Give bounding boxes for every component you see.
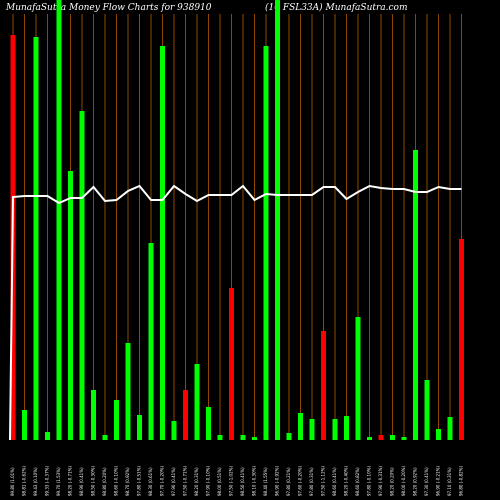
x-tick-label: 96.90 (-0.21%)	[436, 466, 441, 496]
x-tick-label: 98.60 (0.82%)	[355, 467, 360, 496]
x-tick-label: 98.90 (0.41%)	[79, 467, 84, 496]
x-tick-label: 97.90 (0.41%)	[171, 467, 176, 496]
bar	[194, 364, 200, 440]
bar	[33, 37, 39, 440]
bar	[56, 0, 62, 440]
bar	[240, 435, 246, 440]
x-tick-label: 97.90 (-0.10%)	[206, 466, 211, 496]
bar	[424, 380, 430, 440]
x-tick-label: 98.80 (0.20%)	[102, 467, 107, 496]
bar	[355, 317, 361, 440]
x-tick-label: 98.00 (0.51%)	[217, 467, 222, 496]
bar	[91, 390, 96, 440]
x-tick-label: 97.70 (-0.20%)	[160, 466, 165, 496]
x-tick-label: 97.80 (-0.10%)	[367, 466, 372, 496]
x-tick-label: 97.50 (-0.71%)	[183, 466, 188, 496]
x-tick-label: 98.20 (-0.40%)	[344, 466, 349, 496]
bar	[68, 171, 73, 440]
bar	[401, 437, 407, 440]
bar	[332, 419, 338, 440]
x-tick-label: 98.60 (0.41%)	[332, 467, 337, 496]
bar	[309, 419, 315, 440]
x-tick-label: 98.20 (-0.71%)	[68, 466, 73, 496]
x-tick-label: 99.80 (1.01%)	[10, 467, 15, 496]
bar	[148, 243, 154, 440]
x-tick-label: 97.80 (-0.51%)	[137, 466, 142, 496]
bar	[137, 415, 142, 440]
bar	[263, 46, 269, 440]
x-tick-label: 96.90 (-0.92%)	[275, 466, 280, 496]
bar	[413, 150, 418, 440]
x-tick-label: 99.43 (0.10%)	[33, 467, 38, 496]
bar	[79, 111, 85, 440]
bar	[286, 433, 292, 440]
x-tick-label: 98.10 (-0.30%)	[252, 466, 257, 496]
x-tick-label: 98.20 (0.31%)	[194, 467, 199, 496]
bar	[45, 432, 50, 440]
x-tick-label: 98.60 (-0.10%)	[114, 466, 119, 496]
x-tick-label: 98.20 (0.20%)	[390, 467, 395, 496]
chart-title: MunafaSutra Money Flow Charts for 938910	[5, 3, 212, 13]
bar	[114, 400, 119, 440]
x-tick-label: 98.40 (1.55%)	[263, 467, 268, 496]
x-tick-label: 98.70 (0.92%)	[125, 467, 130, 496]
x-tick-label: 99.70 (1.53%)	[56, 467, 61, 496]
bar	[229, 288, 234, 440]
bar	[459, 239, 464, 440]
x-tick-label: 98.50 (0.41%)	[240, 467, 245, 496]
bar	[22, 410, 27, 440]
x-tick-label: 97.80 (0.21%)	[286, 467, 291, 496]
bar	[183, 390, 188, 440]
bar	[160, 46, 165, 440]
x-tick-label: 98.00 (-0.20%)	[401, 466, 406, 496]
x-tick-label: 97.50 (-1.02%)	[229, 466, 234, 496]
bar	[275, 0, 280, 440]
chart-subtitle: (10 FSL33A) MunafaSutra.com	[265, 2, 408, 13]
bar	[125, 343, 131, 440]
x-tick-label: 98.30 (0.61%)	[148, 467, 153, 496]
bar	[298, 413, 303, 440]
x-tick-label: 98.50 (-0.30%)	[91, 466, 96, 496]
bar	[436, 429, 441, 440]
bar	[390, 435, 395, 440]
x-tick-label: 97.10 (0.31%)	[447, 467, 452, 496]
x-tick-label: 98.20 (0.92%)	[413, 467, 418, 496]
x-tick-label: 96.80 (-0.82%)	[459, 466, 464, 496]
x-tick-label: 97.30 (0.41%)	[424, 467, 429, 496]
bar	[171, 421, 177, 440]
bar	[102, 435, 108, 440]
bar	[367, 437, 372, 440]
bar	[321, 331, 326, 440]
line	[9, 184, 462, 441]
x-tick-label: 98.81 (-0.62%)	[22, 466, 27, 496]
bar	[252, 437, 257, 440]
bar	[217, 435, 223, 440]
bar	[378, 435, 384, 440]
bar	[344, 416, 349, 440]
x-tick-label: 97.80 (0.31%)	[309, 467, 314, 496]
bar	[206, 407, 211, 440]
x-tick-label: 97.90 (-0.31%)	[378, 466, 383, 496]
x-tick-label: 97.50 (-1.12%)	[321, 466, 326, 496]
bar	[447, 417, 453, 440]
x-tick-label: 97.60 (-0.20%)	[298, 466, 303, 496]
x-tick-label: 99.33 (-0.37%)	[45, 466, 50, 496]
